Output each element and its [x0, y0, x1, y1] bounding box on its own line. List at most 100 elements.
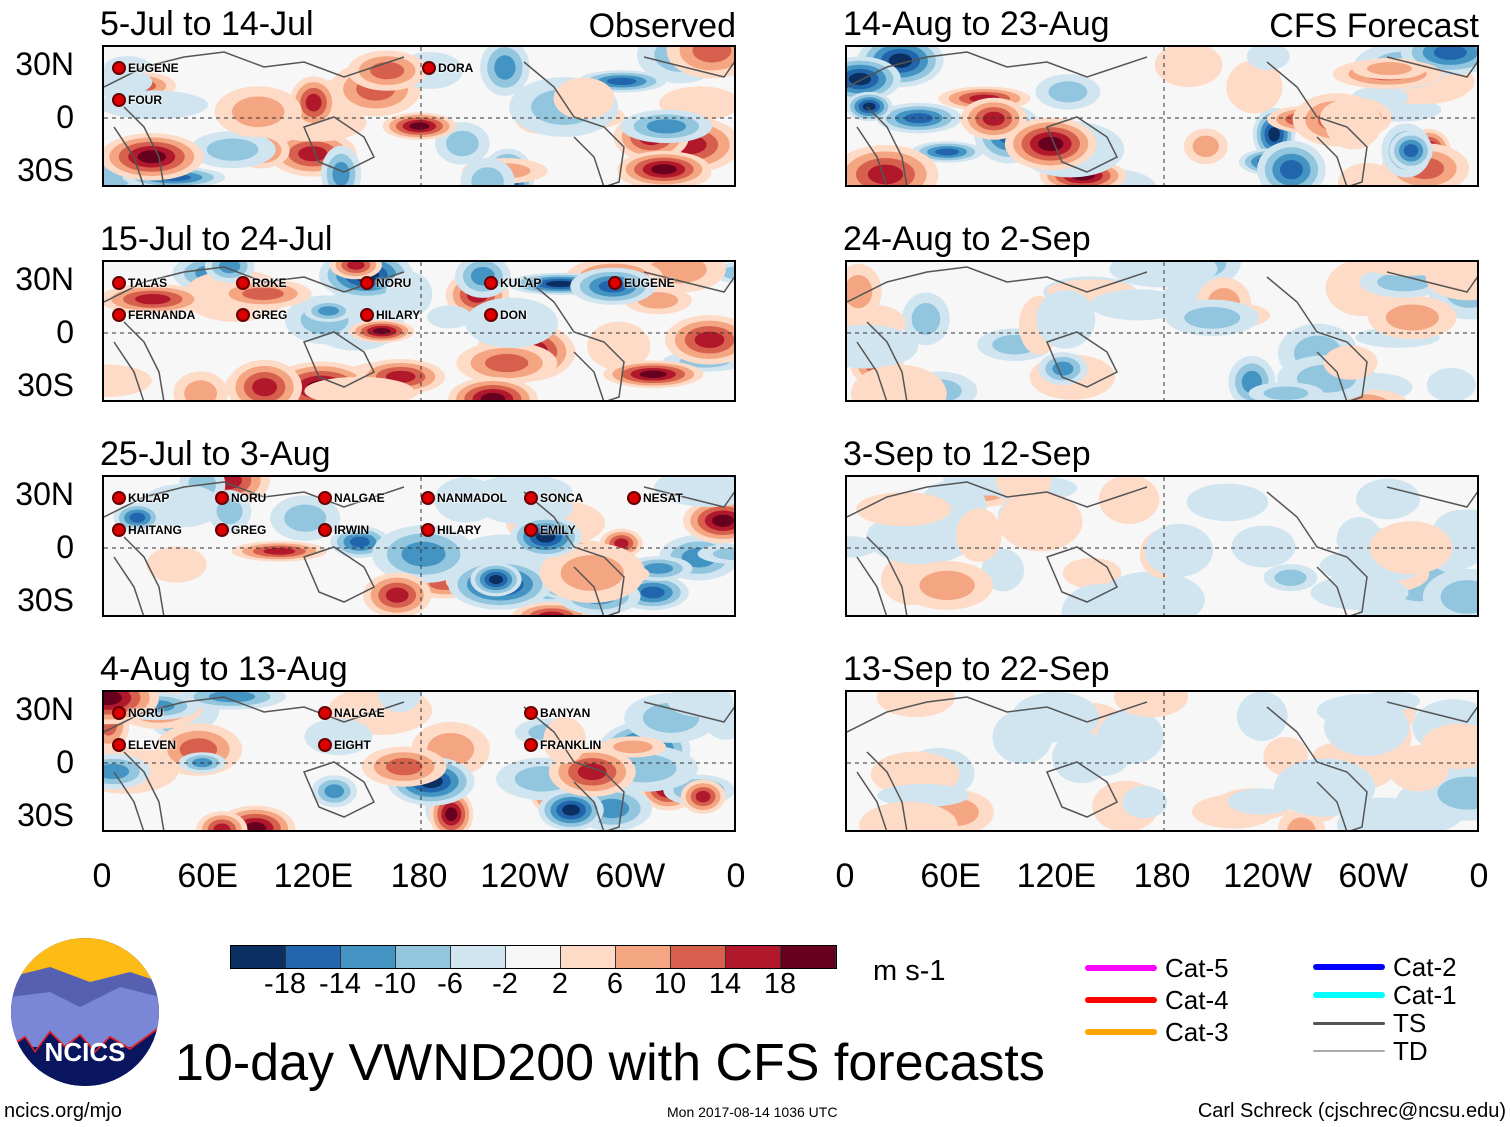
negative-anomaly-contour — [494, 55, 516, 80]
storm-label: SONCA — [540, 491, 584, 505]
negative-anomaly-contour — [318, 306, 340, 316]
coastline — [523, 706, 625, 830]
negative-anomaly-contour — [1444, 509, 1477, 540]
lon-tick-label: 0 — [726, 857, 746, 895]
colorbar-bin — [781, 946, 836, 968]
storm-label: FRANKLIN — [540, 738, 602, 752]
negative-anomaly-contour — [1377, 272, 1431, 292]
positive-anomaly-contour — [409, 122, 430, 130]
coastline — [302, 546, 376, 603]
negative-anomaly-contour — [1274, 569, 1307, 586]
storm-label: FERNANDA — [128, 308, 196, 322]
positive-anomaly-contour — [639, 370, 667, 379]
lon-tick-label: 0 — [835, 857, 855, 895]
positive-anomaly-contour — [1098, 477, 1160, 524]
positive-anomaly-contour — [695, 790, 711, 803]
positive-anomaly-contour — [1367, 62, 1412, 76]
hurricane-icon — [112, 523, 126, 537]
negative-anomaly-contour — [848, 72, 872, 86]
negative-anomaly-contour — [712, 547, 734, 561]
coastline — [302, 116, 376, 173]
hurricane-icon — [215, 491, 229, 505]
negative-anomaly-contour — [607, 77, 637, 86]
panel-period-title: 5-Jul to 14-Jul — [100, 5, 314, 43]
lon-tick-label: 120E — [1016, 857, 1097, 895]
negative-anomaly-contour — [350, 536, 370, 548]
coastline — [643, 486, 734, 508]
negative-anomaly-contour — [862, 102, 876, 111]
negative-anomaly-contour — [1263, 386, 1309, 400]
positive-anomaly-contour — [385, 370, 416, 383]
storm-label: HILARY — [376, 308, 421, 322]
map-panel: EUGENE DORA FOUR — [102, 45, 736, 187]
colorbar-bin — [561, 946, 616, 968]
negative-anomaly-contour — [129, 512, 146, 523]
negative-anomaly-contour — [401, 541, 446, 567]
panel-period-title: 25-Jul to 3-Aug — [100, 435, 331, 473]
colorbar-bin — [616, 946, 671, 968]
negative-anomaly-contour — [904, 113, 933, 124]
panel-period-title: 14-Aug to 23-Aug — [843, 5, 1110, 43]
negative-anomaly-contour — [654, 477, 734, 507]
positive-anomaly-contour — [997, 491, 1083, 552]
positive-anomaly-contour — [956, 508, 1002, 562]
storm-label: ROKE — [252, 276, 287, 290]
positive-anomaly-contour — [298, 146, 328, 162]
lon-tick-label: 180 — [390, 857, 448, 895]
lon-tick-label: 120E — [273, 857, 354, 895]
positive-anomaly-contour — [613, 740, 653, 754]
storm-label: TALAS — [128, 276, 168, 290]
ncics-logo: NCICS — [11, 938, 159, 1086]
negative-anomaly-contour — [208, 692, 256, 703]
hurricane-icon — [421, 491, 435, 505]
lat-tick-label: 30N — [15, 46, 74, 82]
legend-label: Cat-5 — [1165, 953, 1229, 983]
negative-anomaly-contour — [1061, 583, 1137, 615]
panel-period-title: 13-Sep to 22-Sep — [843, 650, 1110, 688]
negative-anomaly-contour — [1236, 692, 1288, 741]
negative-anomaly-contour — [1052, 731, 1111, 784]
negative-anomaly-contour — [471, 167, 504, 185]
coastline — [847, 51, 1148, 88]
coastline — [302, 761, 376, 818]
lon-tick-label: 60W — [595, 857, 666, 895]
positive-anomaly-contour — [1154, 47, 1223, 88]
positive-anomaly-contour — [347, 262, 365, 270]
lat-tick-label: 0 — [56, 314, 74, 350]
storm-label: IRWIN — [334, 523, 370, 537]
legend-label: Cat-2 — [1393, 952, 1457, 982]
negative-anomaly-contour — [1184, 306, 1241, 329]
hurricane-icon — [112, 61, 126, 75]
negative-anomaly-contour — [1048, 81, 1088, 103]
colorbar-bin — [726, 946, 781, 968]
positive-anomaly-contour — [651, 164, 677, 175]
hurricane-icon — [112, 93, 126, 107]
positive-anomaly-contour — [855, 492, 952, 527]
negative-anomaly-contour — [935, 148, 960, 156]
negative-anomaly-contour — [1433, 47, 1467, 60]
colorbar-bin — [396, 946, 451, 968]
colorbar-tick-label: -2 — [492, 968, 518, 1000]
positive-anomaly-contour — [712, 514, 734, 527]
storm-label: NORU — [231, 491, 267, 505]
negative-anomaly-contour — [1426, 367, 1476, 400]
colorbar-bin — [286, 946, 341, 968]
lat-tick-label: 30S — [17, 367, 74, 403]
negative-anomaly-contour — [1310, 575, 1409, 610]
legend-label: Cat-1 — [1393, 980, 1457, 1010]
panel-period-title: 3-Sep to 12-Sep — [843, 435, 1091, 473]
coastline — [643, 271, 734, 293]
map-panel: TALAS ROKE NORU KULAP EUGENE FERNANDA GREG HILA… — [102, 260, 736, 402]
storm-label: DON — [500, 308, 527, 322]
negative-anomaly-contour — [332, 161, 350, 185]
legend-item: TD — [1313, 1038, 1428, 1064]
figure-title: 10-day VWND200 with CFS forecasts — [175, 1034, 1045, 1092]
colorbar-bin — [231, 946, 286, 968]
negative-anomaly-contour — [1437, 776, 1477, 810]
negative-anomaly-contour — [1231, 525, 1296, 568]
lat-tick-label: 30N — [15, 476, 74, 512]
coastline — [856, 106, 908, 185]
coastline — [104, 51, 405, 88]
coastline — [1266, 491, 1368, 615]
lat-tick-label: 30N — [15, 261, 74, 297]
